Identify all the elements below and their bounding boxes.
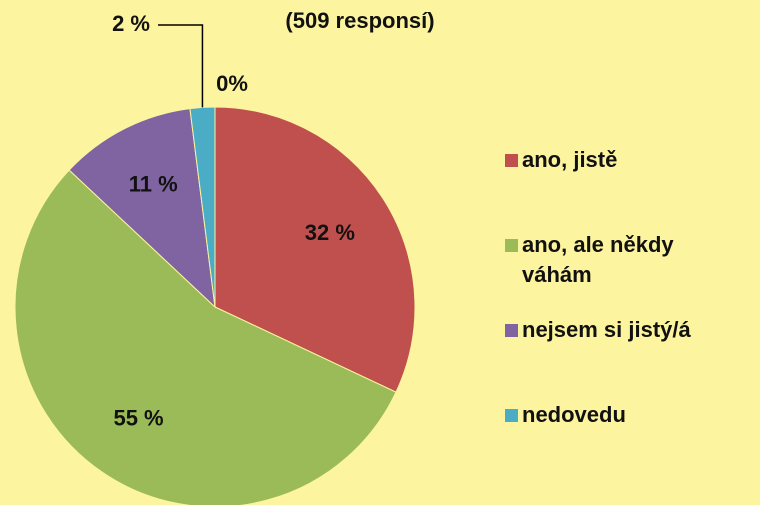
leader-line xyxy=(158,24,204,108)
data-label: 2 % xyxy=(112,11,150,36)
data-label: 0% xyxy=(216,71,248,96)
chart-subtitle: (509 responsí) xyxy=(285,8,434,33)
legend-label: ano, ale někdy váhám xyxy=(522,232,674,287)
legend-item: ano, jistě xyxy=(505,145,760,230)
legend-item: nejsem si jistý/á xyxy=(505,315,760,400)
legend-item: ano, ale někdy váhám xyxy=(505,230,760,315)
legend-label: nejsem si jistý/á xyxy=(522,317,691,342)
legend-swatch xyxy=(505,154,518,167)
pie-slice xyxy=(14,169,397,505)
data-label: 32 % xyxy=(305,220,355,245)
data-label: 55 % xyxy=(113,405,163,430)
legend-swatch xyxy=(505,239,518,252)
pie-slice xyxy=(68,108,216,309)
legend-swatch xyxy=(505,324,518,337)
pie-slice xyxy=(214,106,416,393)
legend: ano, jistě ano, ale někdy váhám nejsem si … xyxy=(505,145,760,485)
legend-label: ano, jistě xyxy=(522,147,618,172)
data-label: 11 % xyxy=(129,172,178,197)
legend-swatch xyxy=(505,409,518,422)
legend-item: nedovedu xyxy=(505,400,760,485)
legend-label: nedovedu xyxy=(522,402,626,427)
